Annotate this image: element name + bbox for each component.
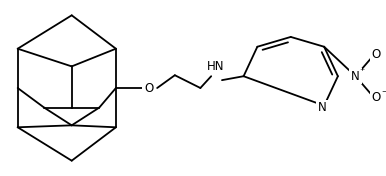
Text: O: O <box>145 81 154 95</box>
Text: N: N <box>351 70 360 83</box>
Text: $^-$: $^-$ <box>380 87 386 96</box>
Text: $^+$: $^+$ <box>359 67 366 76</box>
Text: HN: HN <box>207 60 225 73</box>
Text: O: O <box>372 48 381 61</box>
Text: O: O <box>372 91 381 104</box>
Text: N: N <box>318 101 327 114</box>
